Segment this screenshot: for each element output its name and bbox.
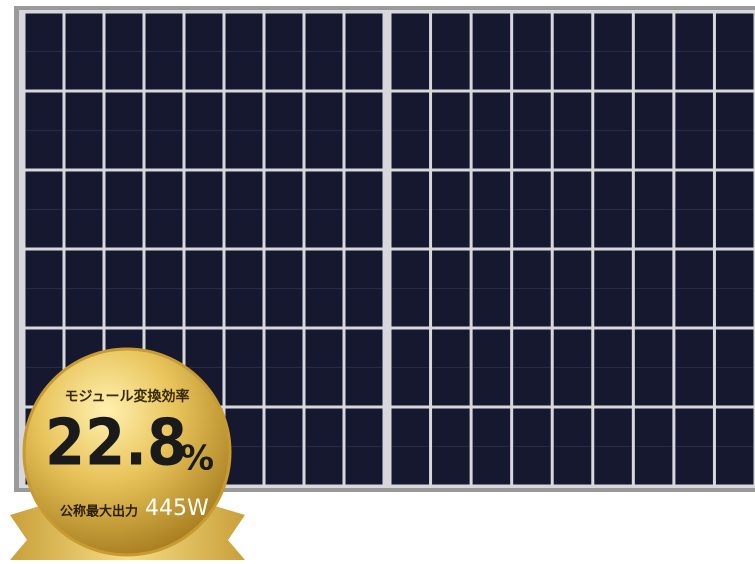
badge-unit: %: [180, 439, 214, 479]
badge: モジュール変換効率 22.8 % 公称最大出力 445W: [10, 347, 245, 560]
badge-label: モジュール変換効率: [64, 388, 189, 405]
badge-value: 22.8: [45, 407, 187, 481]
badge-medal: [22, 347, 232, 557]
badge-output-value: 445W: [145, 496, 209, 521]
cell-grid: [25, 13, 754, 485]
badge-output-label: 公称最大出力: [60, 504, 138, 520]
